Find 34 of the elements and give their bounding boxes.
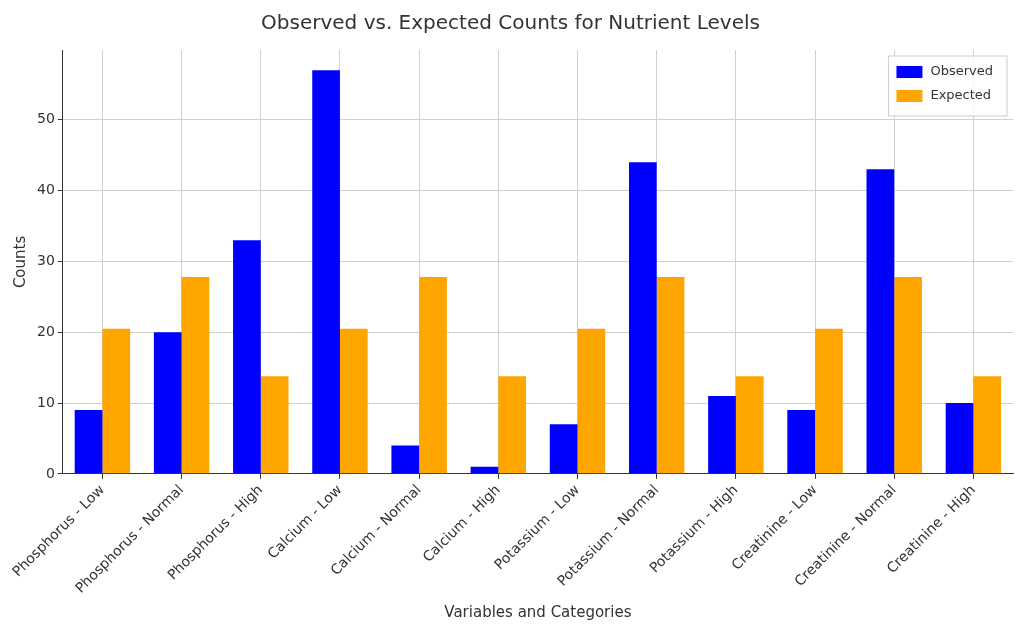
y-tick-label: 20 [36,322,55,339]
y-tick-label: 10 [36,393,55,410]
bar [735,376,764,474]
bar [102,328,131,474]
bar [153,332,182,474]
y-axis-title: Counts [10,235,29,289]
legend-label: Expected [930,87,992,103]
y-tick-label: 0 [45,464,55,481]
bar [233,240,261,474]
bar [945,403,974,474]
x-axis-title: Variables and Categories [444,602,632,621]
bar [866,169,895,474]
bar [787,410,816,474]
y-tick-label: 30 [36,252,55,269]
bar [339,328,368,474]
y-tick-label: 50 [36,110,55,127]
bar [894,276,922,474]
legend-label: Observed [930,63,993,79]
bar [260,376,289,474]
bar [181,276,210,474]
bar [312,70,340,474]
bar [656,276,685,474]
bar [391,445,420,474]
bar [815,328,843,474]
bar [419,276,447,474]
bar [498,376,527,474]
chart-title: Observed vs. Expected Counts for Nutrient Levels [261,10,760,35]
bar [577,328,606,474]
bar [708,395,736,474]
bar [628,162,657,474]
bar [549,424,578,474]
y-tick-label: 40 [36,181,55,198]
bar [74,410,103,474]
bar [973,376,1002,474]
